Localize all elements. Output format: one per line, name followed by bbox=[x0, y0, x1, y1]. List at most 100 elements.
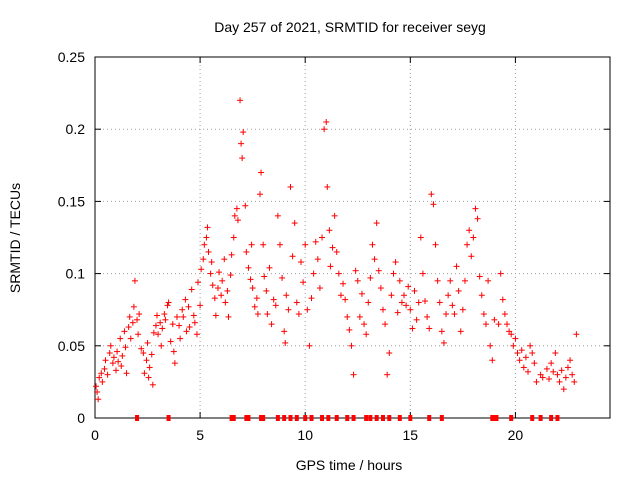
data-point bbox=[170, 348, 177, 355]
data-point bbox=[257, 191, 264, 198]
data-point bbox=[461, 277, 468, 284]
baseline-mark bbox=[555, 415, 560, 421]
y-tick-label: 0.1 bbox=[66, 266, 86, 282]
data-point bbox=[344, 313, 351, 320]
data-point bbox=[556, 378, 563, 385]
data-point bbox=[159, 325, 166, 332]
data-point bbox=[144, 339, 151, 346]
data-point bbox=[390, 270, 397, 277]
baseline-mark bbox=[538, 415, 543, 421]
data-point bbox=[508, 331, 515, 338]
y-tick-label: 0 bbox=[77, 410, 85, 426]
data-point bbox=[324, 183, 331, 190]
baseline-mark bbox=[408, 415, 413, 421]
data-point bbox=[148, 351, 155, 358]
data-point bbox=[141, 370, 148, 377]
data-point bbox=[234, 217, 241, 224]
data-point bbox=[169, 321, 176, 328]
data-point bbox=[512, 335, 519, 342]
x-tick-label: 0 bbox=[91, 427, 99, 443]
data-point bbox=[413, 316, 420, 323]
data-point bbox=[123, 370, 130, 377]
data-point bbox=[424, 313, 431, 320]
data-point bbox=[567, 357, 574, 364]
baseline-mark bbox=[490, 415, 495, 421]
data-point bbox=[474, 215, 481, 222]
data-point bbox=[300, 279, 307, 286]
data-point bbox=[388, 292, 395, 299]
data-point bbox=[445, 292, 452, 299]
data-point bbox=[464, 241, 471, 248]
data-point bbox=[193, 331, 200, 338]
data-point bbox=[188, 286, 195, 293]
data-point bbox=[287, 183, 294, 190]
data-point bbox=[564, 364, 571, 371]
baseline-mark bbox=[549, 415, 554, 421]
data-point bbox=[158, 342, 165, 349]
data-point bbox=[233, 205, 240, 212]
data-point bbox=[118, 363, 125, 370]
data-point bbox=[363, 331, 370, 338]
baseline-mark bbox=[259, 415, 264, 421]
data-point bbox=[407, 306, 414, 313]
data-point bbox=[218, 292, 225, 299]
data-point bbox=[417, 234, 424, 241]
data-point bbox=[451, 311, 458, 318]
data-point bbox=[136, 311, 143, 318]
data-point bbox=[350, 371, 357, 378]
data-point bbox=[308, 295, 315, 302]
baseline-mark bbox=[261, 415, 266, 421]
data-point bbox=[514, 350, 521, 357]
data-point bbox=[191, 319, 198, 326]
data-point bbox=[356, 313, 363, 320]
data-point bbox=[426, 325, 433, 332]
y-tick-label: 0.2 bbox=[66, 121, 86, 137]
data-point bbox=[261, 273, 268, 280]
data-point bbox=[438, 328, 445, 335]
data-point bbox=[185, 303, 192, 310]
data-point bbox=[289, 253, 296, 260]
data-point bbox=[371, 256, 378, 263]
baseline-mark bbox=[135, 415, 140, 421]
data-point bbox=[216, 269, 223, 276]
data-point bbox=[281, 328, 288, 335]
data-point bbox=[130, 303, 137, 310]
data-point bbox=[239, 155, 246, 162]
data-point bbox=[126, 313, 133, 320]
data-point bbox=[346, 326, 353, 333]
data-point bbox=[98, 370, 105, 377]
data-point bbox=[377, 285, 384, 292]
baseline-mark bbox=[334, 415, 339, 421]
data-point bbox=[113, 367, 120, 374]
baseline-mark bbox=[326, 415, 331, 421]
data-point bbox=[443, 311, 450, 318]
data-point bbox=[497, 270, 504, 277]
data-point bbox=[453, 263, 460, 270]
data-point bbox=[245, 264, 252, 271]
data-point bbox=[195, 279, 201, 286]
baseline-mark bbox=[166, 415, 171, 421]
data-point bbox=[212, 312, 219, 319]
data-point bbox=[327, 263, 334, 270]
data-point bbox=[430, 201, 437, 208]
data-point bbox=[312, 238, 319, 245]
baseline-mark bbox=[509, 415, 514, 421]
data-point bbox=[177, 335, 184, 342]
data-point bbox=[319, 234, 326, 241]
data-point bbox=[263, 287, 270, 294]
data-point bbox=[165, 299, 172, 306]
data-point bbox=[276, 241, 283, 248]
data-point bbox=[449, 302, 456, 309]
chart-title: Day 257 of 2021, SRMTID for receiver sey… bbox=[214, 19, 486, 35]
baseline-mark bbox=[368, 415, 373, 421]
baseline-mark bbox=[294, 415, 299, 421]
data-point bbox=[306, 342, 313, 349]
data-point bbox=[571, 378, 578, 385]
baseline-mark bbox=[439, 415, 444, 421]
data-point bbox=[419, 270, 426, 277]
data-point bbox=[238, 140, 245, 147]
baseline-mark bbox=[231, 415, 236, 421]
data-point bbox=[260, 241, 267, 248]
data-point bbox=[394, 309, 401, 316]
data-point bbox=[109, 360, 116, 367]
